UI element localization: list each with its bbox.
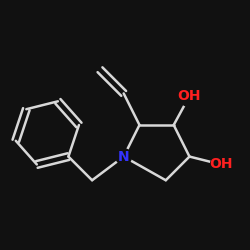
Text: OH: OH [209, 158, 233, 172]
Circle shape [179, 86, 200, 106]
Text: OH: OH [178, 89, 201, 103]
Circle shape [116, 149, 132, 164]
Circle shape [210, 154, 232, 175]
Text: N: N [118, 150, 130, 164]
